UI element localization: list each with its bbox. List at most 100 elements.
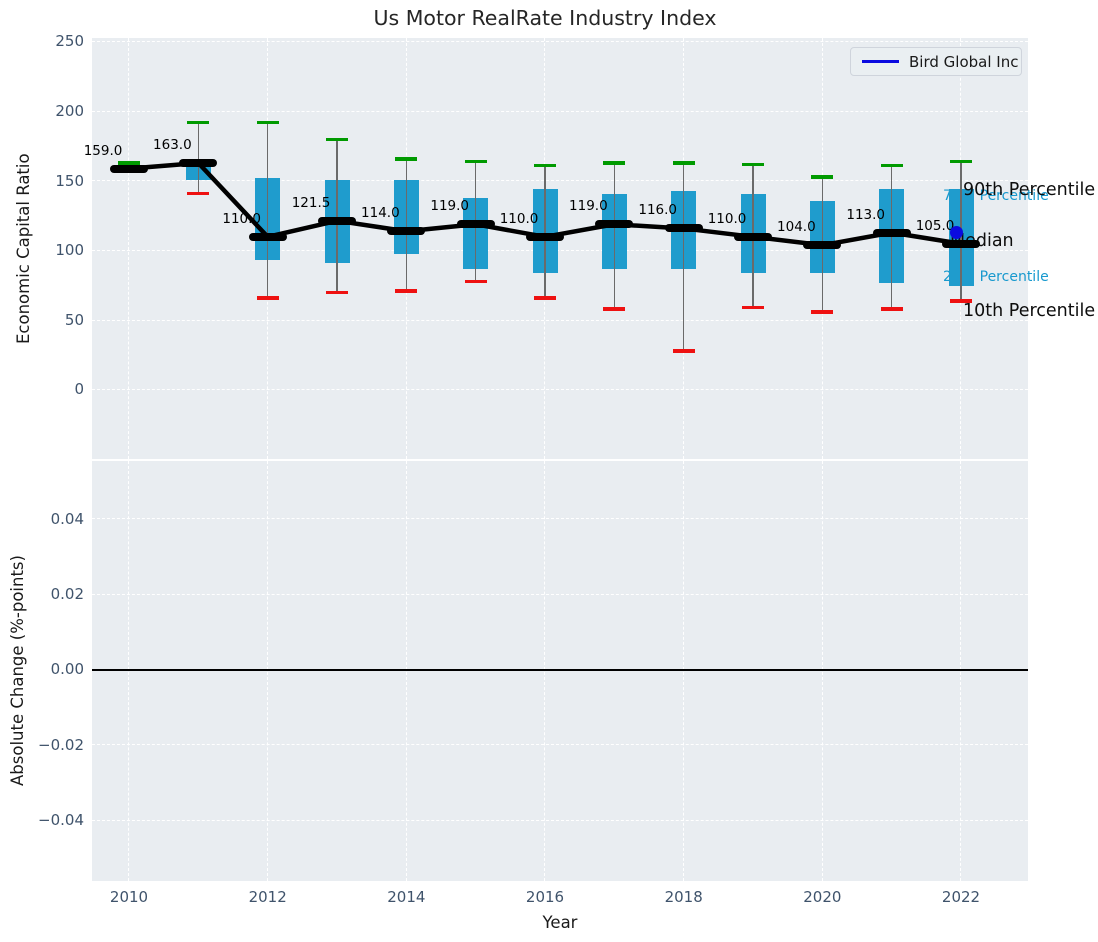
median-trend-line xyxy=(126,160,964,248)
gridline-v xyxy=(544,461,546,881)
gridline-h xyxy=(92,389,1028,391)
top-plot-area: 90th Percentile 75th Percentile Median 2… xyxy=(84,38,1095,459)
median-value-label: 110.0 xyxy=(707,210,747,227)
y-tick-label: 150 xyxy=(55,171,84,190)
cap-90th-percentile xyxy=(326,137,349,142)
gridline-h xyxy=(92,249,1028,251)
cap-90th-percentile xyxy=(672,161,695,165)
cap-90th-percentile xyxy=(950,159,973,164)
cap-10th-percentile xyxy=(534,296,557,300)
cap-90th-percentile xyxy=(395,157,418,161)
median-marker xyxy=(318,216,357,225)
cap-10th-percentile xyxy=(811,310,834,314)
gridline-v xyxy=(266,461,268,881)
cap-10th-percentile xyxy=(187,191,210,196)
zero-line xyxy=(92,668,1028,671)
gridline-v xyxy=(960,461,962,881)
x-tick-label: 2022 xyxy=(941,888,981,906)
gridline-h xyxy=(92,319,1028,321)
gridline-v xyxy=(128,461,130,881)
median-value-label: 114.0 xyxy=(361,205,400,222)
y-tick-label: 0 xyxy=(74,380,84,399)
cap-90th-percentile xyxy=(464,159,487,164)
y-tick-label: 250 xyxy=(55,32,84,51)
gridline-h xyxy=(92,819,1028,821)
median-marker xyxy=(664,224,703,233)
x-tick-label: 2020 xyxy=(803,888,842,906)
gridline-h xyxy=(92,744,1028,746)
median-value-label: 110.0 xyxy=(222,210,262,227)
cap-90th-percentile xyxy=(256,120,279,125)
median-value-label: 121.5 xyxy=(291,194,331,211)
cap-10th-percentile xyxy=(256,296,279,300)
cap-10th-percentile xyxy=(950,299,973,303)
median-value-label: 105.0 xyxy=(915,217,955,234)
whisker-line xyxy=(544,165,546,299)
median-value-label: 113.0 xyxy=(846,206,886,223)
annotation-10th-percentile: 10th Percentile xyxy=(963,301,1096,321)
cap-90th-percentile xyxy=(811,175,834,179)
median-value-label: 104.0 xyxy=(777,219,816,236)
y-tick-label: 0.04 xyxy=(50,509,84,528)
cap-90th-percentile xyxy=(742,162,765,167)
gridline-v xyxy=(682,461,684,881)
gridline-h xyxy=(92,518,1028,520)
median-marker xyxy=(942,239,981,248)
whisker-line xyxy=(197,122,200,194)
chart-title: Us Motor RealRate Industry Index xyxy=(373,6,717,30)
cap-10th-percentile xyxy=(603,307,626,311)
legend: Bird Global Inc xyxy=(850,47,1022,76)
median-marker xyxy=(872,228,911,237)
whisker-line xyxy=(682,163,685,351)
median-marker xyxy=(803,241,842,250)
x-axis-label: Year xyxy=(542,913,578,932)
gridline-h xyxy=(92,41,1028,43)
median-value-label: 159.0 xyxy=(83,142,123,159)
whisker-line xyxy=(336,139,338,293)
cap-90th-percentile xyxy=(534,164,557,168)
legend-label: Bird Global Inc xyxy=(909,52,1019,71)
x-tick-label: 2010 xyxy=(109,888,149,906)
company-point xyxy=(949,226,963,240)
cap-10th-percentile xyxy=(326,290,349,295)
y-tick-label: −0.04 xyxy=(38,811,84,830)
whisker-line xyxy=(266,122,269,299)
median-marker xyxy=(526,232,565,241)
bottom-plot-area xyxy=(92,461,1028,881)
legend-line-swatch xyxy=(862,60,899,63)
gridline-v xyxy=(405,461,407,881)
median-value-label: 110.0 xyxy=(499,210,539,227)
whisker-line xyxy=(890,165,893,310)
y-tick-label: 0.02 xyxy=(50,584,84,603)
y-tick-label: 0.00 xyxy=(50,660,84,679)
gridline-h xyxy=(92,110,1028,112)
median-value-label: 163.0 xyxy=(153,137,192,154)
x-tick-label: 2018 xyxy=(664,888,703,906)
gridline-h xyxy=(92,593,1028,595)
median-marker xyxy=(595,220,634,229)
median-marker xyxy=(387,227,426,236)
cap-10th-percentile xyxy=(395,289,418,293)
median-marker xyxy=(248,232,287,241)
cap-10th-percentile xyxy=(880,307,903,311)
y-tick-label: −0.02 xyxy=(38,735,84,754)
cap-10th-percentile xyxy=(742,306,765,310)
x-tick-label: 2016 xyxy=(525,888,565,906)
cap-90th-percentile xyxy=(187,120,210,125)
x-tick-label: 2012 xyxy=(248,888,287,906)
gridline-v xyxy=(128,38,130,459)
cap-10th-percentile xyxy=(672,349,695,353)
median-marker xyxy=(110,164,149,173)
whisker-line xyxy=(613,163,616,310)
cap-10th-percentile xyxy=(464,279,487,284)
y-tick-label: 200 xyxy=(55,102,84,120)
y-tick-label: 50 xyxy=(64,310,84,329)
median-value-label: 119.0 xyxy=(430,198,470,215)
gridline-h xyxy=(92,180,1028,182)
median-marker xyxy=(734,232,773,241)
annotation-90th-percentile: 90th Percentile xyxy=(963,180,1096,200)
median-marker xyxy=(456,220,495,229)
whisker-line xyxy=(405,158,408,292)
cap-90th-percentile xyxy=(118,161,141,165)
